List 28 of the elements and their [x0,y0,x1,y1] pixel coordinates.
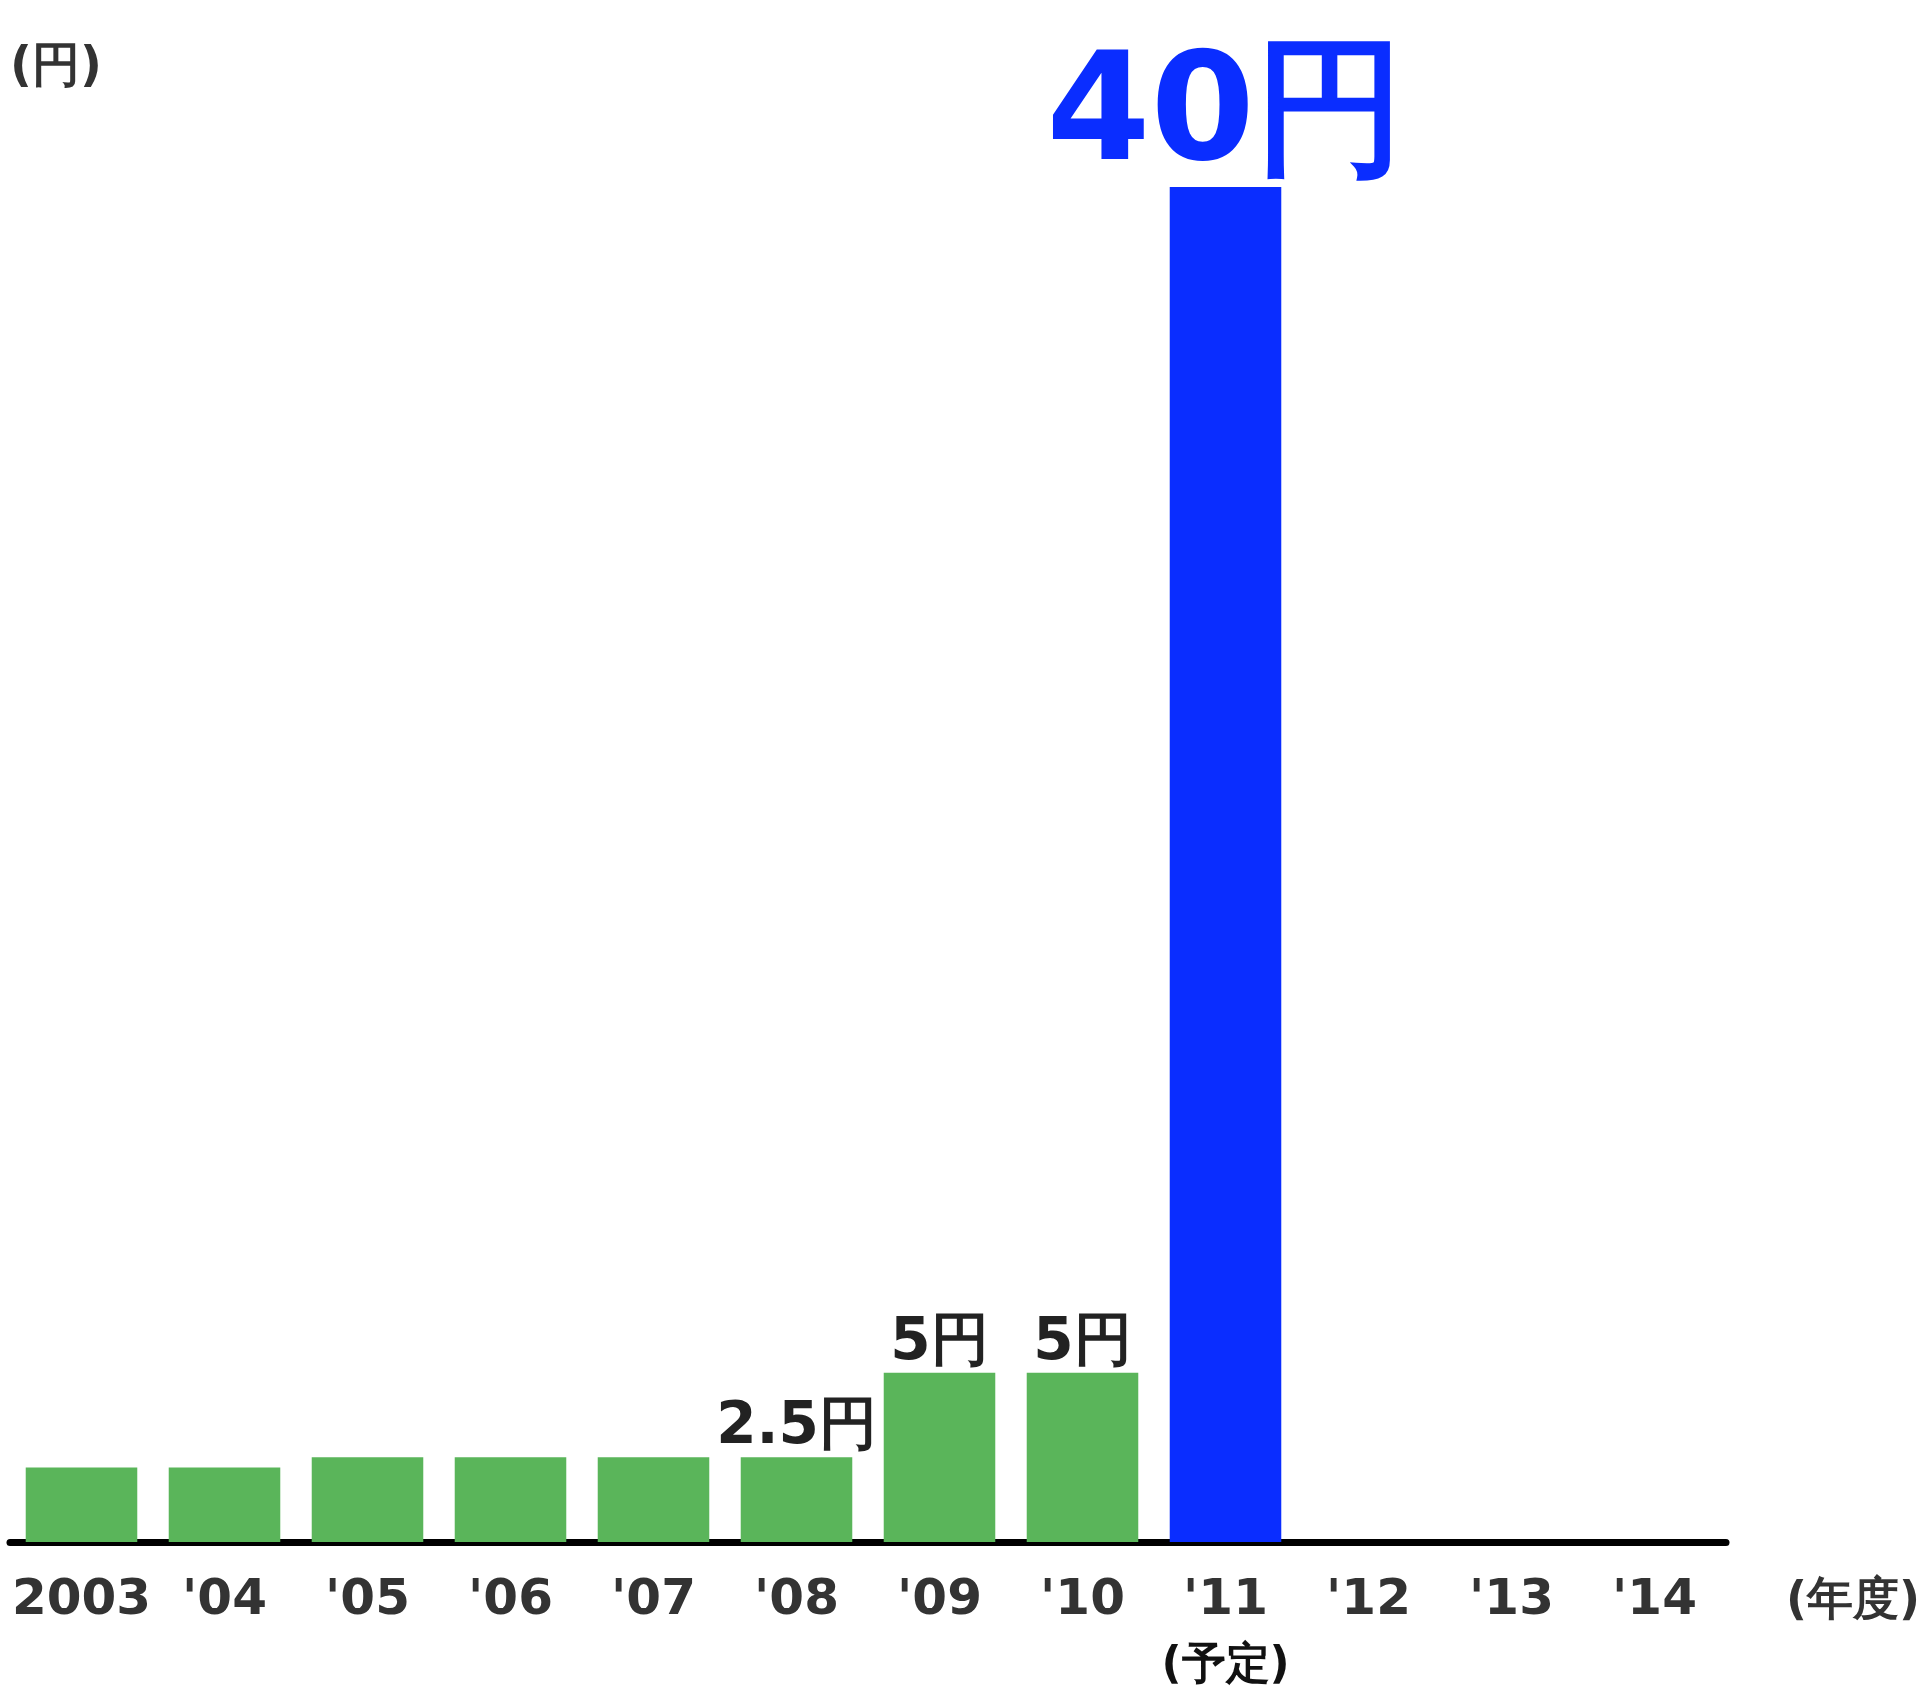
bar [740,1457,853,1542]
data-label: 2.5円 [716,1389,877,1458]
x-tick-label: '08 [754,1568,839,1626]
bar [883,1372,996,1542]
data-label: 40円 [1046,20,1405,194]
bar [25,1467,138,1542]
text: (予定) [1161,1636,1290,1688]
y-axis-title: (円) [10,36,102,92]
bar [1169,187,1282,1542]
x-tick-label: '13 [1469,1568,1554,1626]
x-tick-label: '04 [182,1568,267,1626]
bar [168,1467,281,1542]
data-label: 5円 [1033,1304,1132,1373]
x-tick-label: '12 [1326,1568,1411,1626]
x-tick-label: '10 [1040,1568,1125,1626]
bar [1026,1372,1139,1542]
x-tick-label: '11 [1183,1568,1268,1626]
bar [311,1457,424,1542]
x-tick-label: '14 [1612,1568,1697,1626]
x-tick-label: 2003 [11,1568,152,1626]
x-tick-label: '06 [468,1568,553,1626]
data-label: 5円 [890,1304,989,1373]
bar [597,1457,710,1542]
x-tick-label: '05 [325,1568,410,1626]
bar [454,1457,567,1542]
x-tick-label: '07 [611,1568,696,1626]
x-axis-title: (年度) [1785,1571,1920,1625]
x-tick-label: '09 [897,1568,982,1626]
